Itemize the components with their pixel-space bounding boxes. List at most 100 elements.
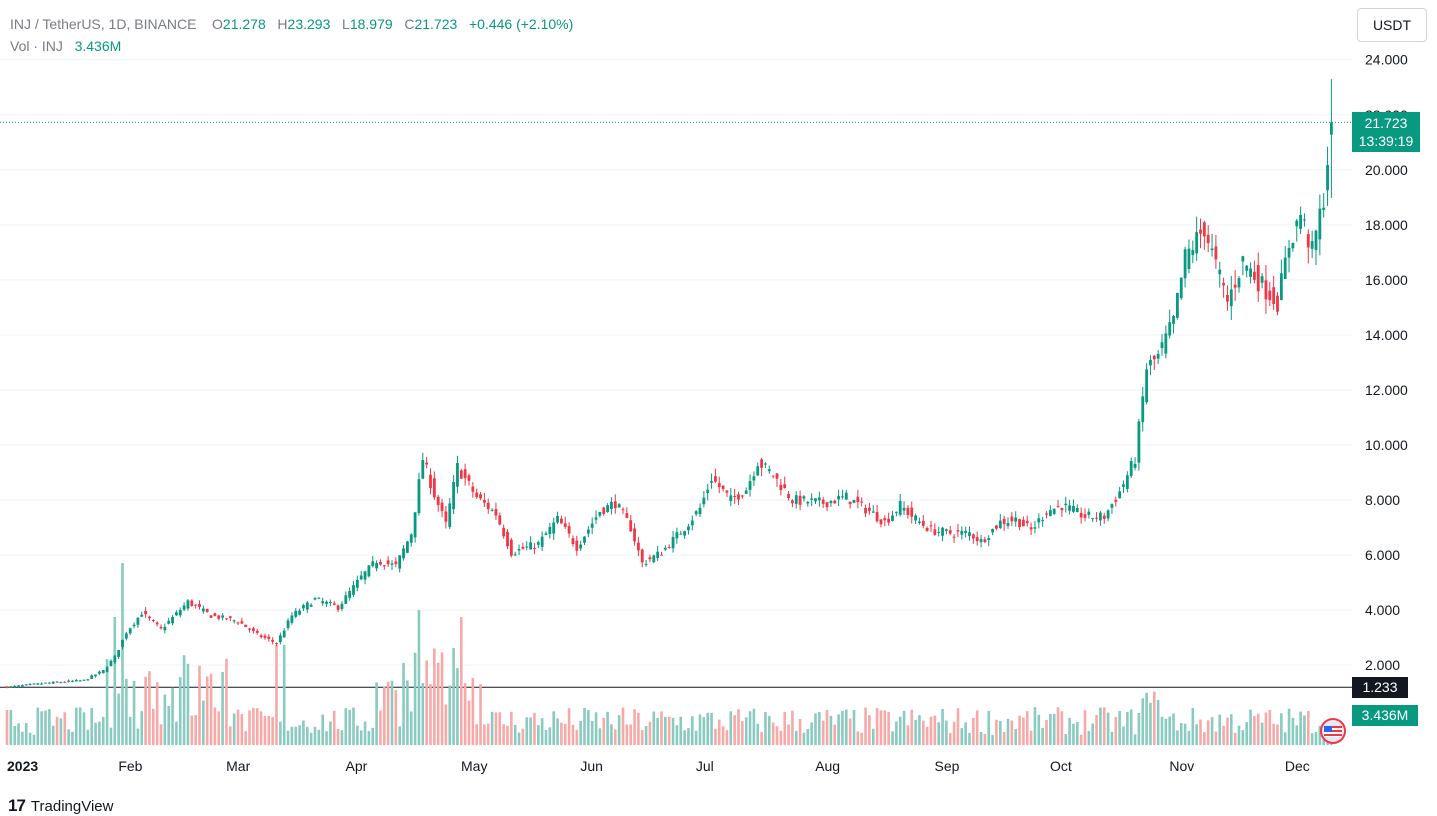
volume-label[interactable]: Vol · INJ — [10, 38, 63, 54]
candle — [1326, 146, 1329, 206]
candle — [567, 522, 571, 538]
volume-bar — [1091, 723, 1094, 745]
volume-bar — [983, 733, 987, 745]
candle — [267, 634, 271, 642]
volume-bar — [1106, 712, 1110, 745]
volume-bar — [710, 712, 713, 745]
us-flag-icon[interactable] — [1320, 718, 1346, 744]
candle — [1068, 499, 1071, 515]
candle — [148, 615, 151, 621]
volume-bar — [1230, 714, 1233, 745]
volume-bar — [486, 723, 490, 745]
volume-bar — [883, 710, 887, 745]
volume-bar — [1129, 709, 1133, 745]
volume-bar — [1018, 715, 1021, 745]
candle — [1272, 275, 1276, 310]
volume-bar — [667, 716, 671, 745]
candle — [1241, 255, 1245, 276]
candle — [321, 597, 325, 606]
candle — [344, 591, 348, 605]
candle — [213, 612, 217, 617]
volume-bar — [348, 709, 351, 745]
candle — [452, 474, 455, 515]
candle — [802, 495, 806, 502]
symbol-title[interactable]: INJ / TetherUS, 1D, BINANCE — [10, 16, 197, 32]
volume-bar — [848, 718, 852, 745]
candle — [891, 510, 894, 522]
candle — [313, 597, 317, 601]
candle — [663, 545, 667, 551]
candle — [236, 621, 240, 625]
candle — [929, 520, 933, 533]
candle — [991, 528, 994, 536]
high-value: 23.293 — [287, 16, 331, 32]
candle — [621, 507, 625, 515]
volume-bar — [694, 730, 698, 745]
candle — [1218, 261, 1222, 288]
volume-bar — [525, 717, 529, 745]
candle — [644, 560, 648, 567]
volume-bar — [1099, 707, 1102, 745]
volume-bar — [818, 712, 821, 745]
candle — [467, 473, 471, 486]
candle — [583, 536, 586, 546]
candle — [1006, 517, 1010, 529]
candle — [791, 499, 794, 508]
candle — [841, 489, 844, 500]
volume-bar — [1145, 692, 1148, 745]
candle — [17, 684, 20, 688]
candle — [232, 619, 236, 624]
candle — [771, 475, 775, 479]
candle — [594, 510, 598, 525]
volume-bar — [825, 709, 829, 745]
volume-bar — [117, 693, 120, 745]
candle — [94, 674, 97, 678]
volume-bar — [236, 709, 240, 745]
candle — [317, 597, 321, 599]
volume-bar — [860, 732, 863, 745]
candle — [752, 471, 756, 486]
candle — [259, 633, 263, 639]
candle — [879, 519, 883, 528]
volume-bar — [1253, 715, 1256, 745]
volume-bar — [513, 725, 517, 745]
volume-bar — [144, 676, 147, 745]
candle — [1226, 285, 1229, 311]
candle — [128, 627, 132, 636]
volume-bar — [1002, 731, 1006, 745]
volume-bar — [914, 719, 917, 745]
candle — [444, 505, 448, 529]
volume-bar — [587, 710, 590, 745]
candle — [806, 500, 810, 507]
currency-button[interactable]: USDT — [1357, 8, 1427, 42]
candle — [1075, 504, 1079, 513]
ohlc-legend: INJ / TetherUS, 1D, BINANCE O21.278 H23.… — [10, 16, 573, 32]
candle — [579, 540, 583, 552]
volume-bar — [75, 707, 78, 745]
volume-bar — [452, 647, 455, 745]
candle — [964, 526, 968, 538]
candle — [613, 494, 617, 514]
volume-bar — [460, 617, 463, 745]
candle — [637, 536, 640, 557]
volume-bar — [313, 726, 317, 745]
candle — [533, 542, 536, 555]
volume-bar — [814, 713, 817, 745]
open-value: 21.278 — [222, 16, 266, 32]
volume-bar — [152, 708, 155, 745]
candle — [440, 498, 444, 518]
volume-bar — [352, 707, 355, 745]
volume-bar — [1183, 723, 1187, 745]
candle — [13, 685, 17, 688]
candle — [425, 456, 429, 469]
volume-bar — [317, 729, 321, 745]
candle — [1299, 206, 1302, 234]
candle — [744, 487, 748, 494]
candle — [606, 503, 609, 513]
candle — [1033, 520, 1037, 534]
volume-bar — [891, 731, 894, 745]
price-tick-label: 10.000 — [1365, 437, 1408, 453]
candle — [1172, 315, 1175, 334]
tradingview-logo[interactable]: 17 TradingView — [8, 796, 113, 816]
